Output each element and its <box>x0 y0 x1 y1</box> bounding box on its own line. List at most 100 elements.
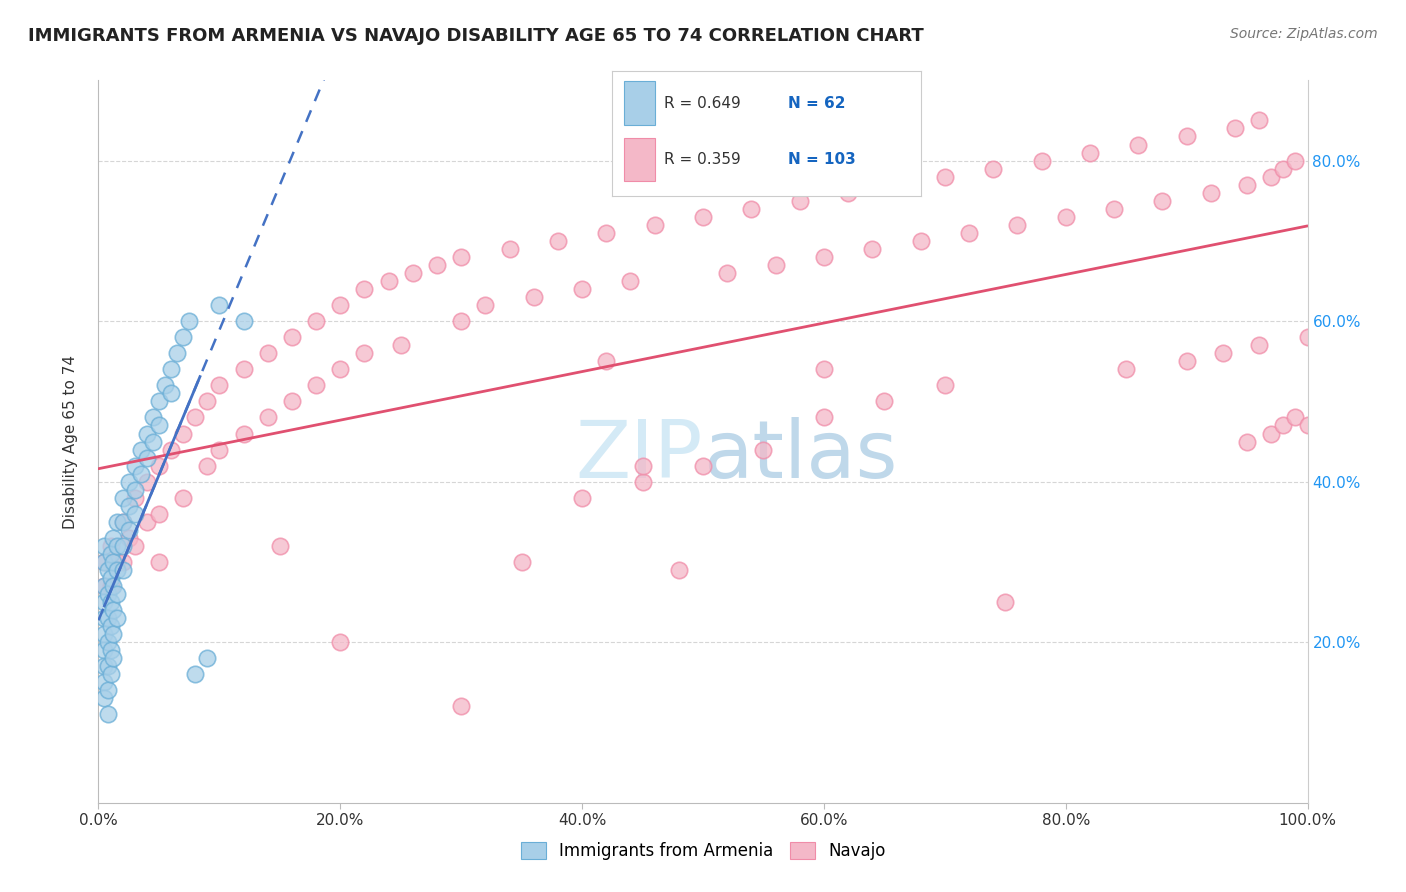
Point <box>1128 137 1150 152</box>
Point <box>910 234 932 248</box>
Text: ZIP: ZIP <box>575 417 703 495</box>
Point <box>595 354 617 368</box>
Point <box>813 250 835 264</box>
Point <box>148 458 170 473</box>
Text: IMMIGRANTS FROM ARMENIA VS NAVAJO DISABILITY AGE 65 TO 74 CORRELATION CHART: IMMIGRANTS FROM ARMENIA VS NAVAJO DISABI… <box>28 27 924 45</box>
Point <box>860 242 883 256</box>
Point <box>957 226 980 240</box>
Point <box>1078 145 1101 160</box>
Point <box>1236 434 1258 449</box>
Point <box>124 491 146 505</box>
Point <box>93 579 115 593</box>
Point <box>329 635 352 649</box>
Point <box>101 555 124 569</box>
Point <box>160 386 183 401</box>
Point <box>100 667 122 681</box>
Point <box>93 611 115 625</box>
Point <box>1296 418 1319 433</box>
Point <box>148 555 170 569</box>
Point <box>195 651 218 665</box>
Point <box>101 531 124 545</box>
Point <box>105 539 128 553</box>
Point <box>1272 161 1295 176</box>
Point <box>100 643 122 657</box>
Point <box>93 643 115 657</box>
Point <box>97 635 120 649</box>
Point <box>142 410 165 425</box>
Point <box>148 394 170 409</box>
Point <box>105 611 128 625</box>
Point <box>813 410 835 425</box>
Point <box>100 571 122 585</box>
Point <box>118 523 141 537</box>
Point <box>124 507 146 521</box>
Point <box>752 442 775 457</box>
Point <box>232 426 254 441</box>
Point <box>184 410 207 425</box>
Bar <box>624 137 655 181</box>
Point <box>571 282 593 296</box>
Point <box>789 194 811 208</box>
Text: N = 62: N = 62 <box>787 95 845 111</box>
Point <box>353 346 375 360</box>
Point <box>135 475 157 489</box>
Y-axis label: Disability Age 65 to 74: Disability Age 65 to 74 <box>63 354 77 529</box>
Point <box>148 418 170 433</box>
Point <box>208 442 231 457</box>
Point <box>100 539 122 553</box>
Point <box>402 266 425 280</box>
Point <box>450 699 472 714</box>
Point <box>135 450 157 465</box>
Point <box>281 330 304 344</box>
Point <box>981 161 1004 176</box>
Text: atlas: atlas <box>703 417 897 495</box>
Point <box>994 595 1017 609</box>
Point <box>547 234 569 248</box>
Point <box>523 290 546 304</box>
Point <box>142 434 165 449</box>
Point <box>93 579 115 593</box>
Point <box>716 266 738 280</box>
Point <box>97 707 120 722</box>
Point <box>124 483 146 497</box>
Point <box>232 314 254 328</box>
Bar <box>624 81 655 125</box>
Legend: Immigrants from Armenia, Navajo: Immigrants from Armenia, Navajo <box>513 835 893 867</box>
Point <box>105 515 128 529</box>
Point <box>105 587 128 601</box>
Point <box>195 394 218 409</box>
Point <box>571 491 593 505</box>
Point <box>329 362 352 376</box>
Point <box>1054 210 1077 224</box>
Point <box>172 426 194 441</box>
Point <box>1152 194 1174 208</box>
Point <box>305 314 328 328</box>
Text: R = 0.649: R = 0.649 <box>664 95 741 111</box>
Point <box>1249 113 1271 128</box>
Point <box>377 274 399 288</box>
Point <box>100 547 122 561</box>
Point <box>1212 346 1234 360</box>
Point <box>208 298 231 312</box>
Point <box>93 539 115 553</box>
Point <box>644 218 666 232</box>
Point <box>208 378 231 392</box>
Point <box>510 555 533 569</box>
Point <box>93 675 115 690</box>
Point <box>1236 178 1258 192</box>
Point <box>765 258 787 272</box>
Point <box>93 595 115 609</box>
Point <box>1175 129 1198 144</box>
Point <box>93 627 115 641</box>
Point <box>1260 426 1282 441</box>
Point <box>166 346 188 360</box>
Point <box>426 258 449 272</box>
Point <box>153 378 176 392</box>
Point <box>93 555 115 569</box>
Point <box>101 651 124 665</box>
Point <box>101 627 124 641</box>
Point <box>129 442 152 457</box>
Point <box>118 499 141 513</box>
Point <box>105 555 128 569</box>
Point <box>111 515 134 529</box>
